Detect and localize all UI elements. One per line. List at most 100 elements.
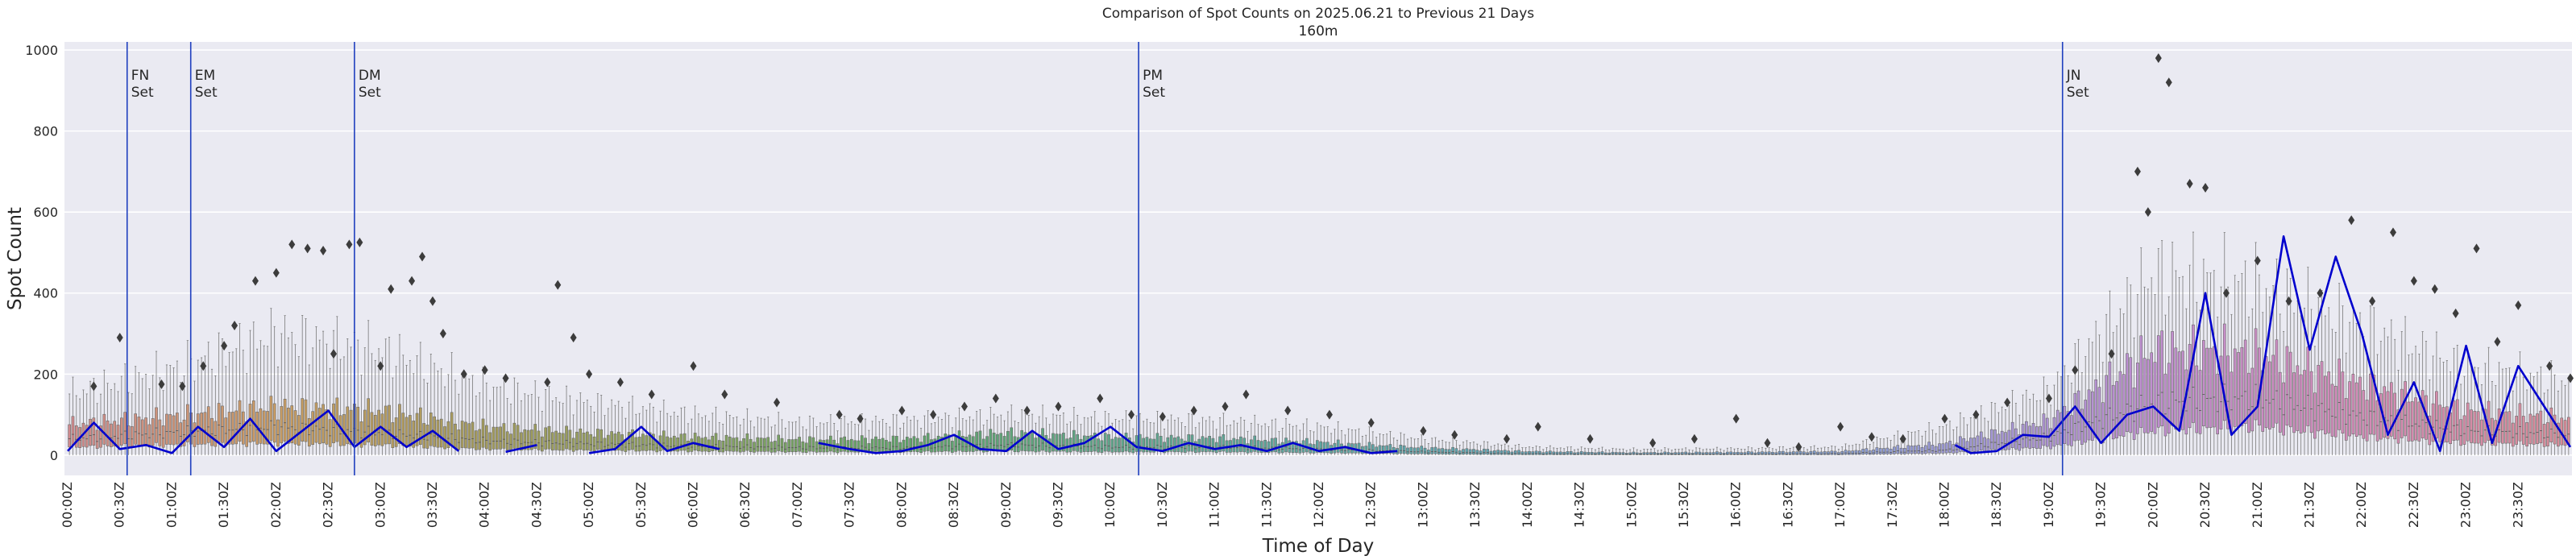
- box: [1959, 436, 1962, 452]
- box: [106, 420, 110, 446]
- box: [1222, 433, 1226, 452]
- box: [2420, 390, 2425, 438]
- box: [652, 433, 655, 451]
- box: [2143, 358, 2147, 433]
- box: [1201, 436, 1205, 452]
- box: [1507, 450, 1510, 455]
- box: [714, 433, 718, 451]
- outlier-point: [1190, 405, 1197, 416]
- box: [137, 417, 141, 446]
- x-tick-label: 03:00Z: [372, 482, 388, 528]
- box: [454, 423, 457, 449]
- box: [641, 433, 645, 451]
- box: [1159, 436, 1163, 452]
- box: [484, 425, 488, 450]
- box: [1913, 445, 1917, 454]
- box: [2042, 413, 2046, 446]
- box: [1854, 450, 1858, 455]
- outlier-point: [116, 333, 123, 343]
- box: [1952, 444, 1956, 454]
- box: [550, 432, 554, 451]
- x-tick-label: 10:00Z: [1102, 482, 1118, 528]
- box: [2198, 370, 2202, 434]
- box: [690, 438, 694, 452]
- box: [1492, 450, 1496, 455]
- box: [1420, 446, 1424, 454]
- outlier-point: [1222, 401, 1229, 412]
- outlier-point: [2431, 284, 2438, 294]
- y-tick-label: 1000: [25, 43, 58, 58]
- box: [2202, 340, 2205, 426]
- outlier-point: [288, 239, 296, 250]
- box: [311, 411, 314, 446]
- box: [248, 404, 252, 443]
- box: [499, 426, 502, 450]
- box: [2219, 355, 2223, 429]
- outlier-point: [1899, 433, 1906, 444]
- outlier-point: [1097, 393, 1104, 404]
- box: [687, 441, 690, 453]
- box: [509, 433, 512, 451]
- box: [1444, 449, 1448, 454]
- box: [280, 406, 284, 444]
- x-tick-label: 07:30Z: [842, 482, 857, 528]
- box: [721, 441, 725, 453]
- box: [1364, 446, 1368, 454]
- event-label-line: Set: [195, 85, 218, 101]
- box: [808, 436, 811, 452]
- box: [335, 397, 339, 442]
- box: [822, 440, 826, 453]
- box: [2299, 374, 2303, 433]
- outlier-point: [409, 276, 416, 286]
- outlier-point: [1420, 425, 1427, 436]
- box: [2285, 346, 2289, 426]
- x-tick-label: 01:00Z: [164, 482, 179, 528]
- box: [1830, 450, 1834, 455]
- box: [1475, 450, 1479, 455]
- box: [2417, 401, 2421, 442]
- box: [2386, 391, 2390, 439]
- box: [2309, 371, 2313, 433]
- box: [1708, 452, 1712, 455]
- box: [1840, 450, 1844, 455]
- event-label: FN Set: [131, 68, 154, 101]
- box: [1173, 438, 1176, 453]
- box: [1531, 451, 1535, 455]
- box: [1510, 451, 1514, 455]
- box: [1785, 452, 1789, 455]
- box: [2267, 361, 2271, 429]
- outlier-point: [930, 409, 937, 420]
- box: [287, 407, 290, 444]
- box: [224, 417, 228, 446]
- box: [227, 412, 231, 445]
- box: [561, 433, 565, 451]
- box: [116, 425, 120, 448]
- box: [1798, 450, 1802, 455]
- box: [923, 435, 927, 452]
- box: [1427, 450, 1430, 455]
- box: [1357, 442, 1361, 454]
- box: [471, 421, 475, 449]
- box: [1315, 440, 1319, 453]
- x-tick-labels: 00:00Z 00:30Z 01:00Z 01:30Z 02:00Z 02:30Z 03:0…: [60, 482, 2525, 528]
- box: [648, 432, 652, 451]
- box: [2330, 384, 2334, 437]
- box: [926, 433, 930, 451]
- box: [1468, 449, 1472, 455]
- x-tick-label: 10:30Z: [1155, 482, 1170, 528]
- box: [1979, 431, 1983, 450]
- box: [526, 429, 530, 450]
- box: [745, 433, 749, 451]
- box: [1726, 451, 1729, 455]
- box: [1454, 448, 1458, 454]
- box: [419, 407, 422, 446]
- box: [676, 437, 679, 452]
- box: [1545, 451, 1549, 455]
- box: [1417, 447, 1420, 454]
- outlier-point: [992, 393, 999, 404]
- box: [2073, 392, 2077, 442]
- box: [272, 403, 276, 443]
- box: [110, 423, 113, 447]
- box: [2324, 375, 2327, 434]
- box: [2115, 381, 2118, 439]
